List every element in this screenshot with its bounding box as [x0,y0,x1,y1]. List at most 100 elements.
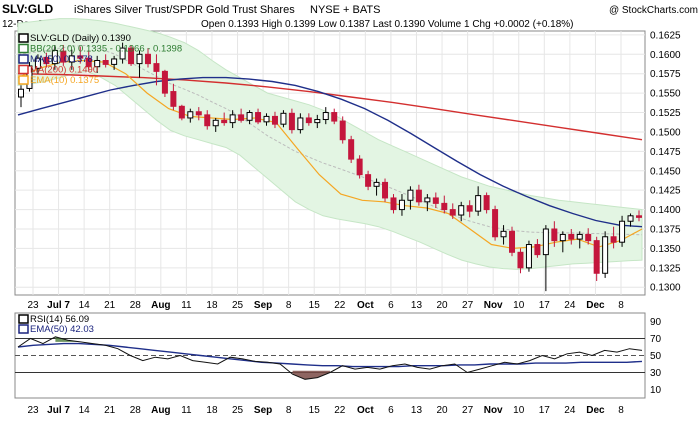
candle-body [441,202,448,211]
candle-body [51,49,58,65]
legend-label: EMA(50) 42.03 [30,324,94,335]
candle-body [619,220,626,243]
rsi-tick-label: 90 [650,317,662,328]
price-tick-label: 0.1475 [650,147,681,158]
rsi-line [17,336,643,380]
candle-body [246,112,253,121]
rsi-tick-label: 50 [650,351,662,362]
stockcharts-watermark: @ StockCharts.com [609,5,698,16]
price-tick-label: 0.1375 [650,225,681,236]
x-tick-label: 13 [411,405,423,416]
legend-swatch [18,33,29,43]
candle-body [636,215,642,218]
candle-body [322,112,329,121]
x-tick-label: 8 [618,300,624,311]
x-tick-label: 15 [309,405,321,416]
chart-description: iShares Silver Trust/SPDR Gold Trust Sha… [74,4,295,16]
x-tick-label: Oct [357,300,374,311]
rsi-ema-line [17,342,643,368]
price-axis-labels: 0.1625 0.1600 0.1575 0.1550 0.1525 0.1500 0.14… [650,30,681,293]
price-panel: 0.1625 0.1600 0.1575 0.1550 0.1525 0.1500 0.14… [14,18,681,296]
candle-body [314,119,321,124]
candle-body [170,91,177,107]
x-tick-label: 14 [79,405,91,416]
legend-label: MA(50) 0.1378 [30,54,93,65]
candle-body [432,197,439,204]
candle-body [85,57,92,68]
x-tick-label: 10 [513,300,525,311]
candle-body [297,117,304,131]
price-tick-label: 0.1575 [650,69,681,80]
candle-body [492,209,499,238]
candle-body [373,181,380,187]
rsi-oversold-fill [292,370,330,380]
chart-exchange: NYSE + BATS [310,4,380,16]
candle-body [221,119,228,124]
legend-label: MA(200) 0.1490 [30,65,98,76]
candle-body [280,112,287,125]
x-tick-label: 8 [618,405,624,416]
candle-body [382,181,389,199]
candle-body [602,236,609,274]
candle-body [178,105,185,119]
candle-body [111,58,118,65]
x-tick-label: Nov [484,300,503,311]
candle-body [593,240,600,274]
legend-swatch [18,314,29,324]
price-tick-label: 0.1550 [650,89,681,100]
x-tick-label: 20 [436,405,448,416]
candle-body [568,233,575,240]
candle-body [271,115,278,125]
x-tick-label: Dec [586,405,605,416]
x-tick-label: 17 [539,405,551,416]
x-tick-label: 18 [206,405,218,416]
candle-body [458,205,465,216]
candle-body [34,57,41,69]
candle-body [119,47,126,60]
x-tick-label: 21 [104,300,116,311]
candle-body [331,112,338,122]
candlesticks [18,42,642,292]
candle-body [153,63,160,72]
candle-body [263,115,270,123]
candle-body [407,189,414,201]
x-tick-label: 8 [286,405,292,416]
candle-body [68,55,75,63]
legend-swatch [18,75,29,85]
candle-body [627,215,634,222]
candle-body [348,139,355,160]
x-tick-label: Dec [586,300,605,311]
candle-body [475,195,482,212]
chart-symbol: SLV:GLD [2,2,53,16]
price-tick-label: 0.1350 [650,244,681,255]
ma50-line [17,76,643,228]
candle-body [390,197,397,211]
price-tick-label: 0.1300 [650,283,681,294]
price-tick-label: 0.1500 [650,127,681,138]
candle-body [77,55,84,59]
candle-body [576,233,583,240]
x-tick-label: Sep [254,300,272,311]
price-tick-label: 0.1400 [650,205,681,216]
candle-body [525,244,532,269]
x-tick-label: Jul 7 [47,405,70,416]
x-tick-label: Oct [357,405,374,416]
x-tick-label: 20 [436,300,448,311]
candle-body [398,199,405,211]
x-tick-label: Jul 7 [47,300,70,311]
x-tick-label: 17 [539,300,551,311]
legend-label: BB(20,2.0) 0.1335 - 0.1366 - 0.1398 [30,44,182,55]
price-tick-label: 0.1450 [650,166,681,177]
x-tick-label: 6 [388,405,394,416]
x-axis-top-panel: 23 Jul 7 14 21 28 Aug 11 18 25 Sep 8 15 22 Oct 6 13 20 27… [27,300,624,311]
candle-body [542,228,549,256]
candle-body [144,53,151,65]
candle-body [610,236,617,243]
candle-body [94,60,101,68]
x-tick-label: 18 [206,300,218,311]
candle-body [229,114,236,124]
